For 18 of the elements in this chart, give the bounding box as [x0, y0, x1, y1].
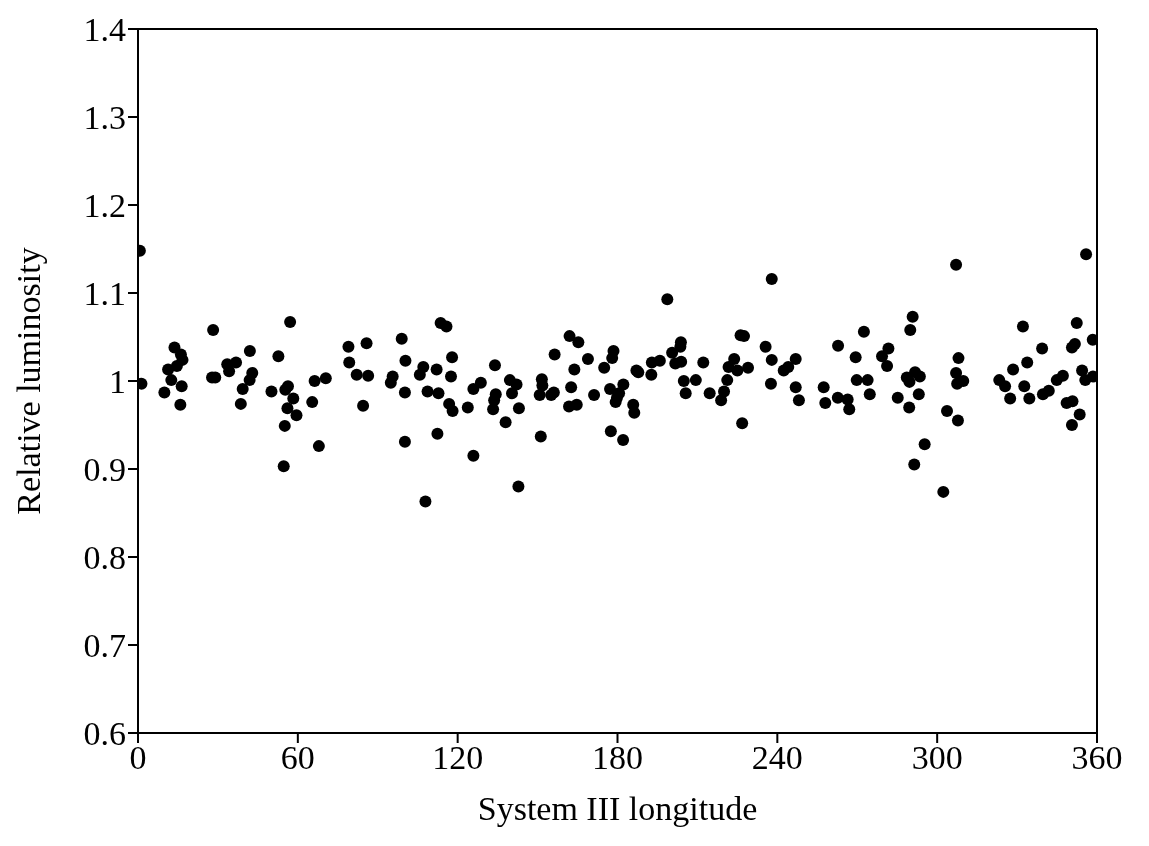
y-tick-label: 1.1: [83, 275, 126, 313]
y-tick-label: 0.7: [83, 627, 126, 665]
x-tick-label: 300: [911, 739, 963, 777]
y-tick-label: 1.3: [83, 99, 126, 137]
x-tick-label: 180: [592, 739, 643, 777]
y-tick-label: 1: [109, 363, 126, 401]
x-tick-label: 120: [432, 739, 484, 777]
y-tick-label: 1.2: [83, 187, 126, 225]
y-tick-label: 0.8: [83, 539, 126, 577]
x-tick-label: 240: [751, 739, 803, 777]
x-tick-label: 0: [129, 739, 147, 777]
x-tick-label: 360: [1071, 739, 1123, 777]
y-tick-label: 1.4: [83, 11, 126, 49]
y-axis-title: Relative luminosity: [10, 247, 48, 515]
x-axis-title: System III longitude: [477, 790, 758, 827]
y-tick-label: 0.6: [83, 715, 126, 753]
x-tick-label: 60: [280, 739, 315, 777]
y-tick-label: 0.9: [83, 451, 126, 489]
